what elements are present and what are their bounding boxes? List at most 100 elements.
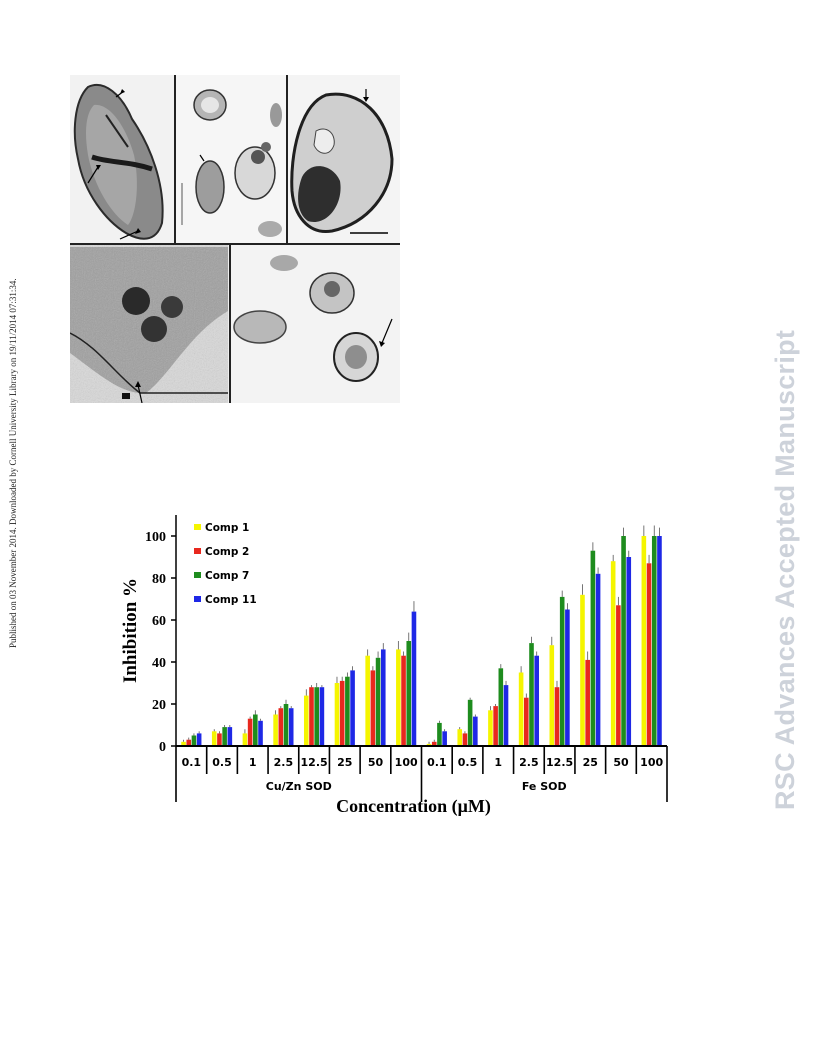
- bar-comp-1: [488, 710, 493, 746]
- bar-comp-11: [288, 708, 294, 746]
- bar-comp-7: [253, 714, 258, 746]
- bar-comp-7: [559, 596, 565, 746]
- bar-comp-2: [278, 708, 284, 746]
- bar-comp-11: [196, 733, 202, 746]
- x-category-label: 0.1: [427, 756, 447, 769]
- chart-legend: Comp 1 Comp 2 Comp 7 Comp 11: [194, 522, 257, 606]
- micrograph-panel-2: [176, 75, 286, 243]
- accepted-manuscript-watermark: RSC Advances Accepted Manuscript: [770, 329, 800, 810]
- bar-comp-11: [473, 716, 478, 746]
- bar-comp-1: [365, 655, 370, 746]
- bar-comp-11: [319, 687, 325, 746]
- bar-comp-2: [247, 718, 253, 746]
- bar-comp-2: [217, 733, 222, 746]
- bar-comp-11: [657, 536, 662, 746]
- bar-comp-1: [549, 645, 555, 746]
- bar-comp-11: [380, 649, 386, 746]
- micrograph-panel-5: [231, 245, 400, 403]
- bar-comp-7: [621, 536, 626, 746]
- x-category-label: 25: [337, 756, 352, 769]
- bar-comp-11: [595, 573, 601, 746]
- x-category-label: 100: [395, 756, 418, 769]
- bar-comp-1: [211, 731, 217, 746]
- y-axis-title: Inhibition %: [120, 578, 141, 683]
- x-category-label: 50: [368, 756, 384, 769]
- publication-sidebar-text: Published on 03 November 2014. Downloade…: [8, 278, 18, 648]
- bar-comp-2: [616, 605, 621, 746]
- bar-comp-2: [339, 680, 345, 746]
- y-tick-label: 60: [152, 614, 166, 629]
- legend-swatch: [194, 572, 201, 578]
- x-group-label: Fe SOD: [522, 780, 567, 793]
- x-category-label: 1: [249, 756, 257, 769]
- bar-comp-2: [309, 687, 314, 746]
- x-category-label: 0.5: [212, 756, 232, 769]
- bar-comp-11: [411, 611, 417, 746]
- legend-label: Comp 1: [205, 522, 249, 534]
- bar-comp-7: [314, 687, 319, 746]
- bar-comp-7: [406, 641, 412, 746]
- y-tick-label: 20: [152, 698, 166, 713]
- y-tick-label: 100: [145, 530, 166, 545]
- bar-comp-1: [426, 743, 432, 746]
- legend-swatch: [194, 596, 201, 602]
- x-category-label: 25: [583, 756, 598, 769]
- bar-comp-2: [585, 659, 590, 746]
- bar-comp-7: [191, 735, 197, 746]
- legend-label: Comp 2: [205, 546, 249, 558]
- legend-label: Comp 11: [205, 594, 257, 606]
- bar-comp-1: [242, 733, 248, 746]
- bar-comp-7: [437, 722, 442, 746]
- x-category-label: 2.5: [519, 756, 539, 769]
- bar-comp-7: [529, 643, 534, 746]
- bar-comp-11: [350, 670, 355, 746]
- bar-comp-2: [401, 655, 406, 746]
- x-axis-title: Concentration (μM): [336, 796, 491, 817]
- bar-comp-7: [375, 657, 381, 746]
- bar-comp-2: [370, 670, 376, 746]
- bar-comp-1: [610, 561, 616, 746]
- x-category-label: 0.5: [458, 756, 478, 769]
- bar-comp-11: [626, 557, 632, 746]
- bar-comp-11: [503, 685, 509, 746]
- electron-micrograph-panels: [70, 75, 400, 403]
- bar-comp-11: [258, 720, 263, 746]
- bar-comp-7: [590, 550, 596, 746]
- bar-comp-7: [498, 668, 504, 746]
- bar-comp-2: [524, 697, 529, 746]
- chart-bars: [181, 525, 662, 746]
- bar-comp-11: [534, 655, 540, 746]
- x-category-label: 0.1: [182, 756, 202, 769]
- bar-comp-2: [186, 739, 192, 746]
- chart-gridlines: [176, 535, 667, 705]
- bar-comp-7: [283, 704, 289, 746]
- x-group-label: Cu/Zn SOD: [266, 780, 332, 793]
- bar-comp-7: [467, 699, 473, 746]
- bar-comp-1: [181, 741, 186, 746]
- x-category-label: 1: [494, 756, 502, 769]
- bar-comp-11: [227, 727, 233, 746]
- micrograph-panel-4: [70, 245, 228, 403]
- micrograph-panel-3: [288, 75, 400, 243]
- bar-comp-1: [580, 594, 585, 746]
- micrograph-panel-1: [70, 75, 174, 243]
- bar-comp-7: [651, 536, 657, 746]
- bar-comp-1: [334, 683, 340, 746]
- y-tick-label: 80: [152, 572, 166, 587]
- y-tick-label: 0: [159, 740, 166, 755]
- legend-swatch: [194, 548, 201, 554]
- bar-comp-2: [462, 733, 468, 746]
- bar-comp-7: [222, 727, 227, 746]
- x-category-label: 50: [613, 756, 629, 769]
- bar-comp-1: [518, 672, 524, 746]
- y-tick-label: 40: [152, 656, 166, 671]
- bar-comp-1: [457, 729, 463, 746]
- x-category-label: 12.5: [301, 756, 328, 769]
- x-category-label: 12.5: [546, 756, 573, 769]
- bar-comp-2: [554, 687, 560, 746]
- x-category-label: 2.5: [274, 756, 294, 769]
- legend-label: Comp 7: [205, 570, 249, 582]
- bar-comp-1: [641, 536, 647, 746]
